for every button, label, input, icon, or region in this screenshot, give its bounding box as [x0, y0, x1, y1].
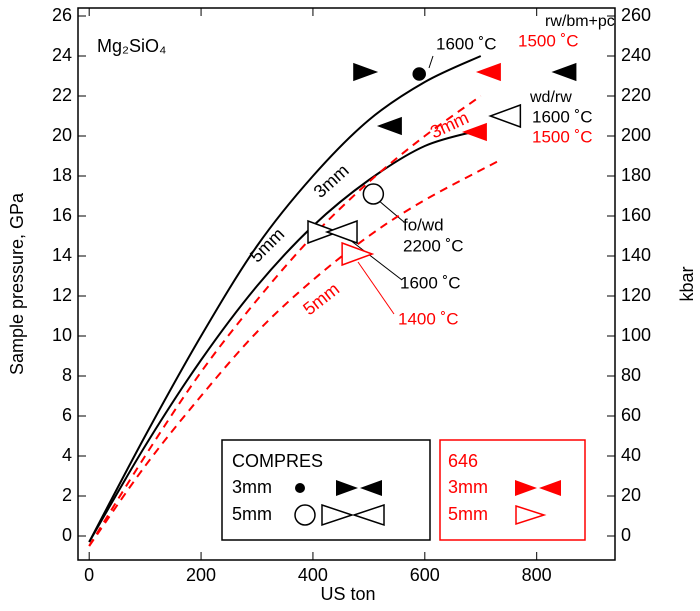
- y2-tick-label: 140: [621, 245, 651, 265]
- legend-title: 646: [448, 451, 478, 471]
- legend-entry: 3mm: [232, 477, 272, 497]
- y2-tick-label: 40: [621, 445, 641, 465]
- y2-tick-label: 160: [621, 205, 651, 225]
- plot-frame: [77, 7, 616, 561]
- y-tick-label: 16: [52, 205, 72, 225]
- y-tick-label: 2: [62, 485, 72, 505]
- curve-label: 5mm: [246, 224, 288, 266]
- y2-tick-label: 80: [621, 365, 641, 385]
- y2-tick-label: 260: [621, 5, 651, 25]
- y2-tick-label: 100: [621, 325, 651, 345]
- legend-title: COMPRES: [232, 451, 323, 471]
- annotation: fo/wd: [403, 215, 444, 234]
- y-tick-label: 6: [62, 405, 72, 425]
- y2-tick-label: 220: [621, 85, 651, 105]
- y2-tick-label: 240: [621, 45, 651, 65]
- chart-title: Mg₂SiO₄: [97, 36, 166, 56]
- x-tick-label: 800: [522, 565, 552, 585]
- leader-lines: [349, 55, 434, 315]
- marker: [307, 219, 341, 245]
- legend-entry: 5mm: [448, 504, 488, 524]
- curve: [88, 159, 501, 547]
- y2-tick-label: 180: [621, 165, 651, 185]
- marker: [488, 103, 522, 129]
- annotation: 1600 ˚C: [400, 273, 460, 292]
- legend-symbols: [294, 480, 561, 527]
- y-tick-label: 24: [52, 45, 72, 65]
- annotation: 1400 ˚C: [398, 309, 458, 328]
- x-tick-label: 200: [186, 565, 216, 585]
- curve-label: 3mm: [310, 160, 353, 202]
- curve: [88, 95, 482, 547]
- annotation: 1500 ˚C: [518, 31, 578, 50]
- y2-tick-label: 60: [621, 405, 641, 425]
- marker: [324, 219, 358, 245]
- marker: [461, 122, 487, 142]
- y-tick-label: 18: [52, 165, 72, 185]
- y2-tick-label: 120: [621, 285, 651, 305]
- marker: [353, 62, 379, 82]
- y-tick-label: 0: [62, 525, 72, 545]
- x-tick-label: 600: [410, 565, 440, 585]
- y-tick-label: 26: [52, 5, 72, 25]
- annotation: 1600 ˚C: [436, 34, 496, 53]
- marker: [341, 241, 375, 267]
- annotation: rw/bm+pc: [545, 13, 615, 30]
- y-tick-label: 20: [52, 125, 72, 145]
- curve: [88, 55, 482, 543]
- marker: [376, 116, 402, 136]
- legend-entry: 3mm: [448, 477, 488, 497]
- annotation: 1600 ˚C: [532, 107, 592, 126]
- curve: [88, 129, 482, 543]
- y2-axis-label: kbar: [677, 266, 697, 301]
- marker: [362, 183, 385, 205]
- x-tick-label: 0: [84, 565, 94, 585]
- y-tick-label: 14: [52, 245, 72, 265]
- legend-entry: 5mm: [232, 504, 272, 524]
- y2-tick-label: 20: [621, 485, 641, 505]
- y2-tick-label: 0: [621, 525, 631, 545]
- annotation: 1500 ˚C: [532, 127, 592, 146]
- marker: [551, 62, 577, 82]
- y-tick-label: 8: [62, 365, 72, 385]
- annotation: wd/rw: [529, 89, 572, 106]
- x-axis-label: US ton: [320, 584, 375, 604]
- annotation: 2200 ˚C: [403, 236, 463, 255]
- y2-tick-label: 200: [621, 125, 651, 145]
- y-tick-label: 22: [52, 85, 72, 105]
- y-axis-label: Sample pressure, GPa: [7, 192, 27, 375]
- marker: [475, 62, 501, 82]
- marker: [412, 67, 426, 81]
- y-tick-label: 12: [52, 285, 72, 305]
- y-tick-label: 10: [52, 325, 72, 345]
- y-tick-label: 4: [62, 445, 72, 465]
- x-tick-label: 400: [298, 565, 328, 585]
